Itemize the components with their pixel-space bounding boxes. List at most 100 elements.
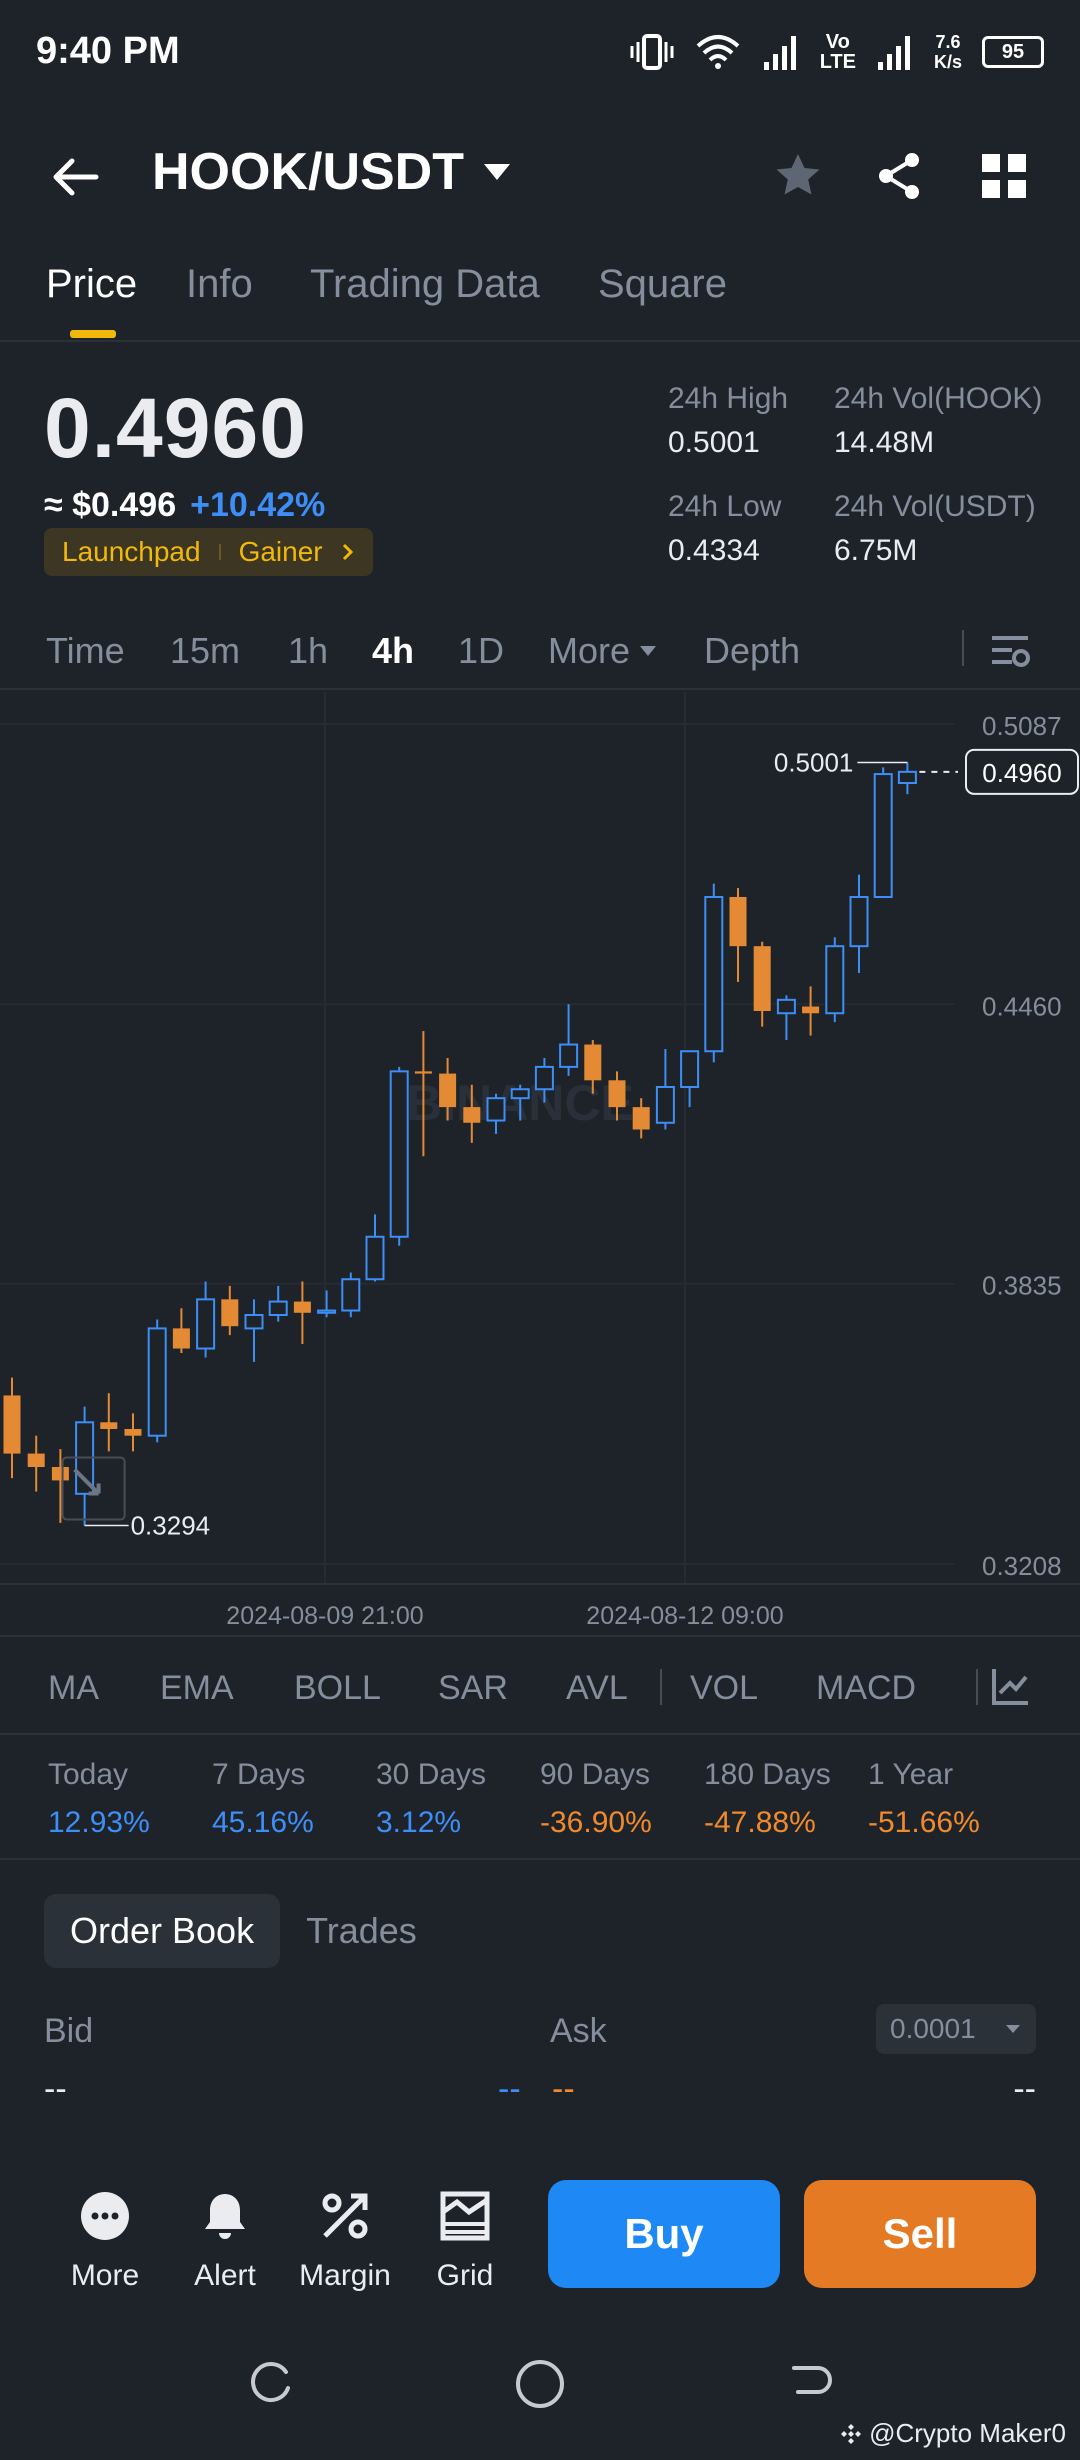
creator-watermark: @Crypto Maker0 (839, 2418, 1066, 2449)
candle-body (534, 1065, 554, 1091)
bell-icon (205, 2194, 245, 2239)
y-tick-label: 0.4460 (982, 991, 1062, 1021)
candlestick-chart[interactable]: BINANCE 0.5087 0.4460 0.3835 0.3208 2024-08-… (0, 692, 1080, 1632)
indicator-ema[interactable]: EMA (160, 1669, 234, 1707)
interval-time[interactable]: Time (46, 630, 125, 671)
bid-price: -- (498, 2070, 521, 2108)
precision-dropdown[interactable]: 0.0001 (876, 2004, 1036, 2054)
candle-body (147, 1327, 167, 1437)
price-change: +10.42% (190, 486, 326, 524)
candle-body (510, 1088, 530, 1100)
candle-body (124, 1428, 142, 1436)
action-margin-label: Margin (299, 2259, 391, 2292)
interval-more-label: More (548, 630, 631, 671)
precision-value: 0.0001 (890, 2013, 976, 2044)
candle-body (3, 1395, 21, 1454)
tab-price[interactable]: Price (46, 262, 138, 306)
indicator-vol[interactable]: VOL (690, 1669, 759, 1707)
action-more-label: More (70, 2259, 140, 2292)
price-sub: ≈ $0.496 +10.42% (44, 486, 325, 525)
crosshair-icon (61, 1456, 126, 1521)
stat-vol-base-value: 14.48M (834, 426, 935, 459)
candle-body (680, 1050, 700, 1089)
action-grid[interactable]: Grid (410, 2188, 520, 2293)
interval-15m[interactable]: 15m (170, 630, 241, 671)
caret-down-icon (1006, 2025, 1020, 2033)
interval-divider (962, 630, 964, 666)
candle-body (584, 1044, 602, 1081)
perf-1y: 1 Year -51.66% (868, 1758, 980, 1839)
orderbook-tabs: Order Book Trades (44, 1894, 443, 1968)
indicator-bar: MA EMA BOLL SAR AVL VOL MACD (0, 1635, 1080, 1735)
tab-square[interactable]: Square (598, 262, 727, 306)
stat-vol-quote-label: 24h Vol(USDT) (834, 490, 1036, 523)
chart-svg[interactable]: BINANCE 0.50870.44600.38350.32082024-08-… (0, 692, 1080, 1632)
share-icon[interactable] (872, 148, 928, 204)
interval-more[interactable]: More (548, 630, 658, 672)
candle-body (293, 1301, 311, 1313)
battery-icon: 95 (982, 36, 1044, 68)
bottom-action-bar: More Alert Margin Grid Buy Sell (0, 2160, 1080, 2310)
interval-4h[interactable]: 4h (372, 630, 415, 671)
action-more[interactable]: More (50, 2188, 160, 2293)
tab-order-book[interactable]: Order Book (44, 1894, 281, 1968)
tab-trades[interactable]: Trades (306, 1910, 417, 1951)
vibrate-icon (630, 34, 674, 70)
grid-menu-icon[interactable] (976, 148, 1032, 204)
candle-body (172, 1328, 190, 1349)
indicator-macd[interactable]: MACD (816, 1669, 917, 1707)
indicator-settings-icon[interactable] (990, 1665, 1032, 1707)
ask-amount: -- (1013, 2070, 1036, 2108)
more-icon (81, 2192, 129, 2240)
action-alert[interactable]: Alert (170, 2188, 280, 2293)
tab-info[interactable]: Info (186, 262, 253, 306)
interval-1d[interactable]: 1D (458, 630, 505, 671)
candle-body (897, 770, 917, 785)
expand-arrow-icon (73, 1468, 101, 1496)
stat-vol-base-label: 24h Vol(HOOK) (834, 382, 1043, 415)
signal-icon (763, 36, 796, 70)
candle-body (463, 1107, 481, 1123)
candle-body (414, 1071, 432, 1074)
indicator-sar[interactable]: SAR (438, 1669, 508, 1707)
star-icon[interactable] (770, 148, 826, 204)
tab-trading-data[interactable]: Trading Data (310, 262, 540, 306)
wifi-icon (696, 35, 740, 69)
tags-chip[interactable]: Launchpad Gainer (44, 528, 373, 576)
stat-vol-quote-value: 6.75M (834, 534, 918, 567)
candle-body (632, 1107, 650, 1130)
tab-bar: Price Info Trading Data Square (0, 250, 1080, 342)
interval-bar: Time 15m 1h 4h 1D More Depth (0, 610, 1080, 690)
y-tick-label: 0.5087 (982, 711, 1062, 741)
indicator-boll[interactable]: BOLL (294, 1669, 381, 1707)
indicator-ma[interactable]: MA (48, 1669, 99, 1707)
action-margin[interactable]: Margin (290, 2188, 400, 2293)
candle-body (608, 1080, 626, 1108)
pair-selector[interactable]: HOOK/USDT (152, 142, 512, 202)
candle-body (51, 1466, 69, 1481)
status-bar: 9:40 PM Vo LTE 7.6 K/s 95 (0, 0, 1080, 110)
caret-down-icon (484, 164, 510, 180)
sell-button[interactable]: Sell (804, 2180, 1036, 2288)
interval-depth[interactable]: Depth (704, 630, 801, 671)
header: HOOK/USDT (0, 120, 1080, 230)
back-nav-icon[interactable] (784, 2358, 836, 2410)
bid-label: Bid (44, 2012, 94, 2050)
recents-icon[interactable] (244, 2358, 296, 2410)
network-speed: 7.6 K/s (933, 32, 962, 72)
ask-price: -- (552, 2070, 575, 2108)
bid-amount: -- (44, 2070, 67, 2108)
stat-low-value: 0.4334 (668, 534, 760, 567)
home-icon[interactable] (514, 2358, 566, 2410)
chart-settings-icon[interactable] (988, 628, 1032, 672)
buy-button[interactable]: Buy (548, 2180, 780, 2288)
interval-1h[interactable]: 1h (288, 630, 329, 671)
tab-active-indicator (70, 330, 116, 338)
candle-body (704, 896, 724, 1053)
back-arrow-icon[interactable] (44, 145, 108, 209)
indicator-avl[interactable]: AVL (566, 1669, 628, 1707)
battery-level: 95 (1001, 40, 1025, 63)
orderbook-header: Bid Ask 0.0001 (44, 2004, 1036, 2058)
performance-row: Today 12.93% 7 Days 45.16% 30 Days 3.12%… (0, 1740, 1080, 1860)
indicator-divider-2 (976, 1669, 978, 1705)
